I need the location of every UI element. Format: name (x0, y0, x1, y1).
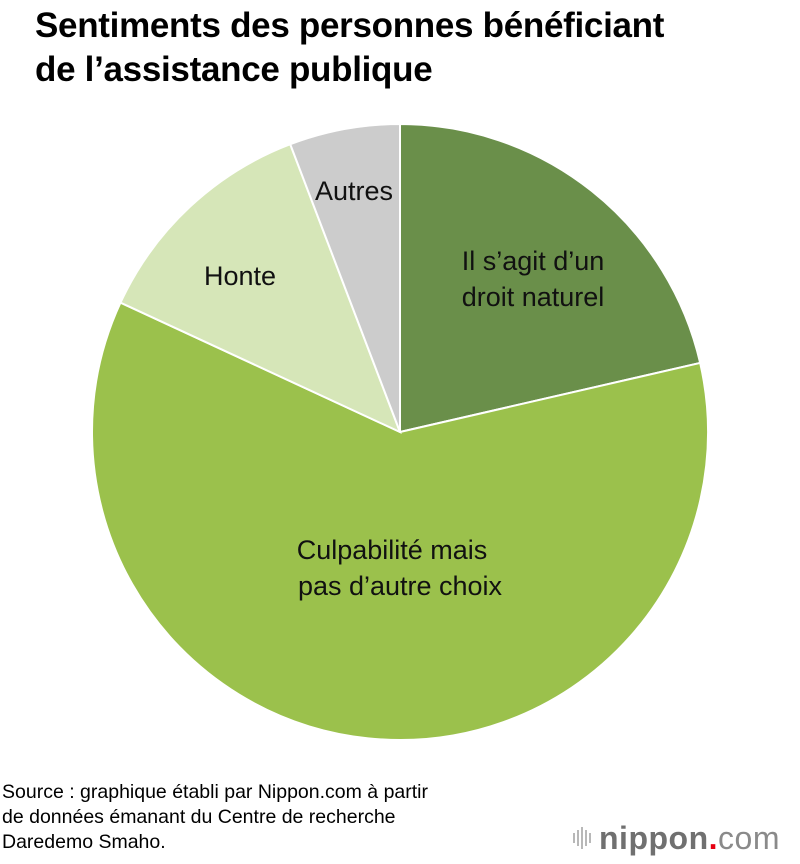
source-line-2: de données émanant du Centre de recherch… (2, 806, 396, 828)
source-line-3: Daredemo Smaho. (2, 831, 166, 853)
label-autres: Autres (315, 176, 393, 206)
pie-slice-0 (399, 122, 702, 434)
source-line-1: Source : graphique établi par Nippon.com… (2, 781, 428, 803)
label-droit-naturel-1: Il s’agit d’un (462, 246, 605, 276)
label-honte: Honte (204, 261, 276, 291)
pie-slice-3 (288, 122, 401, 433)
pie-slices (91, 122, 709, 741)
nippon-logo: nippon.com (573, 818, 780, 858)
label-culpabilite-2: pas d’autre choix (298, 571, 503, 601)
pie-slice-2 (119, 142, 402, 434)
logo-name: nippon (599, 819, 709, 856)
title-line-1: Sentiments des personnes bénéficiant (35, 6, 665, 45)
source-note: Source : graphique établi par Nippon.com… (2, 780, 562, 855)
label-droit-naturel-2: droit naturel (462, 282, 605, 312)
title-line-2: de l’assistance publique (35, 50, 433, 89)
logo-dot: . (708, 819, 719, 856)
sound-bars-icon (573, 827, 591, 849)
chart-title: Sentiments des personnes bénéficiant de … (35, 4, 795, 92)
logo-tld: com (718, 819, 780, 856)
pie-slice-1 (91, 301, 709, 741)
label-culpabilite-1: Culpabilité mais (297, 535, 488, 565)
